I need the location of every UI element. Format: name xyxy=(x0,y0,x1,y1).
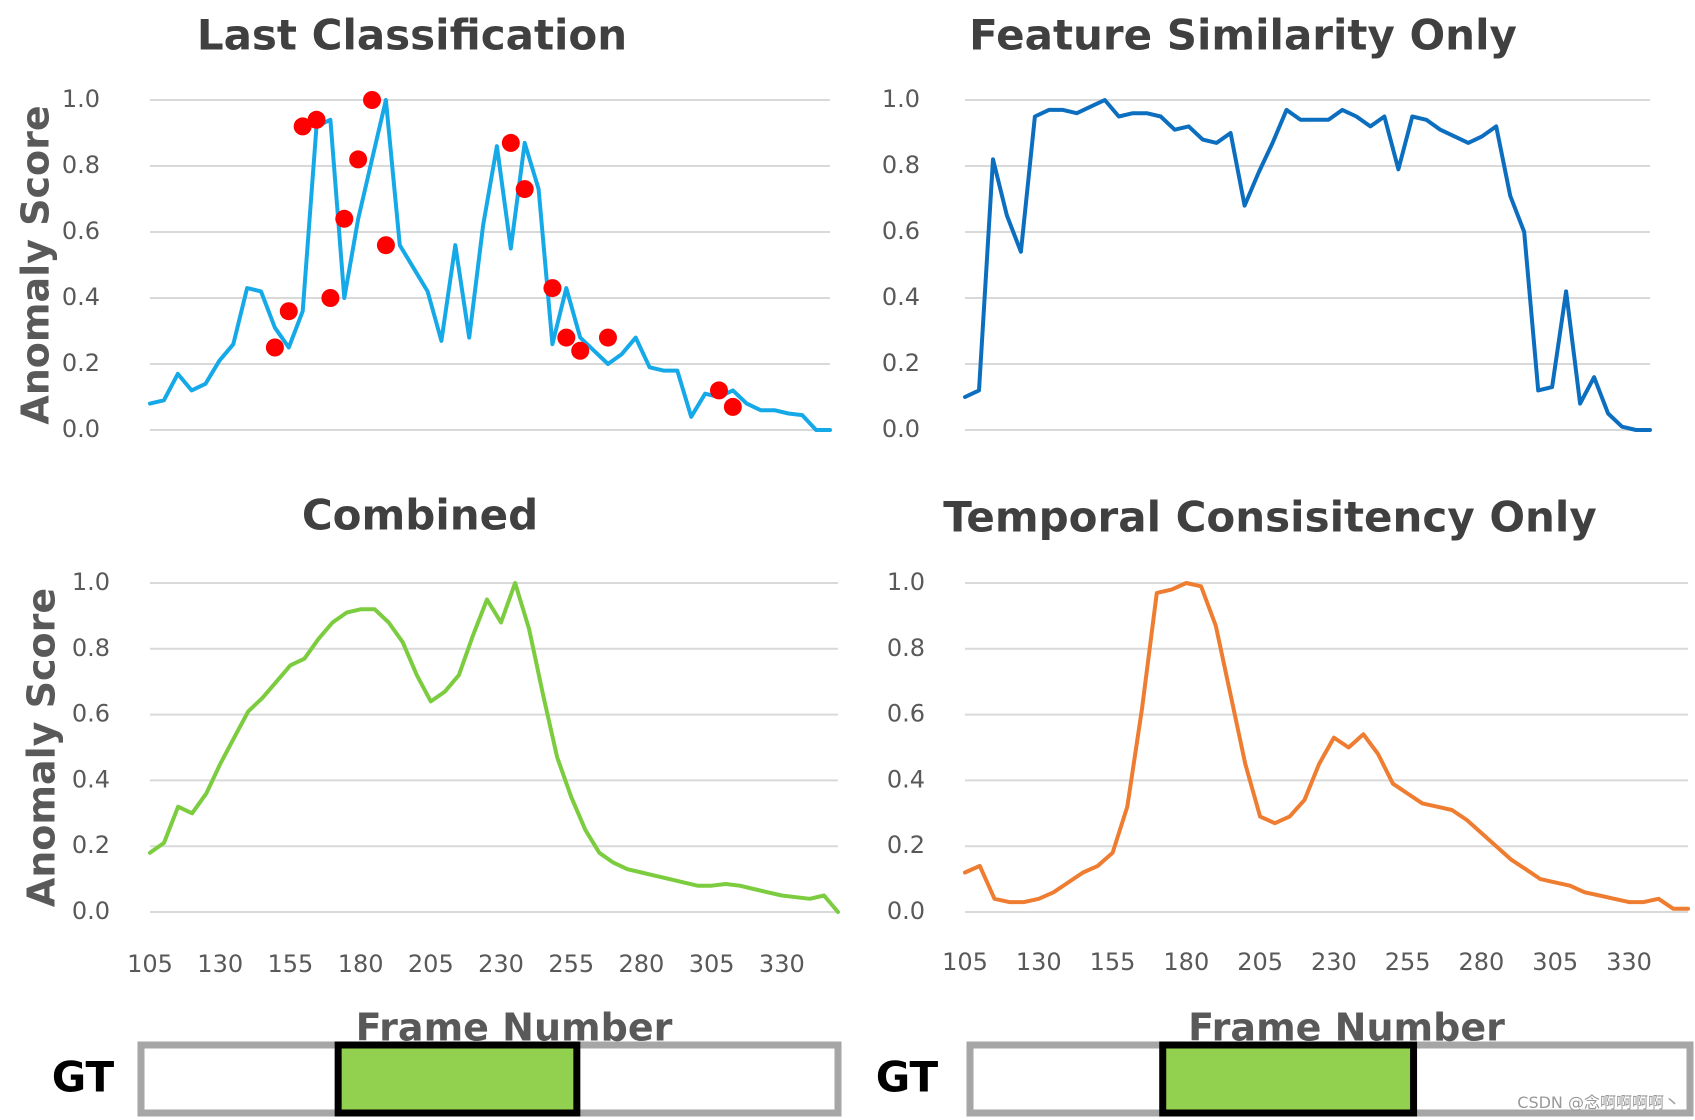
highlight-point xyxy=(515,180,534,199)
highlight-point xyxy=(335,209,354,228)
gt-anomaly-segment xyxy=(1159,1041,1418,1117)
series-line-last-classification xyxy=(148,98,832,432)
highlight-point xyxy=(307,110,326,129)
y-tick-label: 0.6 xyxy=(887,700,925,728)
x-tick-label: 105 xyxy=(127,950,173,978)
gt-anomaly-segment xyxy=(334,1041,581,1117)
y-tick-label: 0.2 xyxy=(887,831,925,859)
y-tick-label: 0.4 xyxy=(887,765,925,793)
x-tick-label: 330 xyxy=(759,950,805,978)
y-axis-label: Anomaly Score xyxy=(20,588,64,907)
x-tick-label: 305 xyxy=(689,950,735,978)
x-tick-label: 255 xyxy=(548,950,594,978)
x-tick-label: 280 xyxy=(1459,948,1505,976)
y-tick-label: 0.8 xyxy=(62,151,100,179)
highlight-point xyxy=(557,328,576,347)
x-tick-label: 230 xyxy=(1311,948,1357,976)
y-tick-label: 1.0 xyxy=(882,85,920,113)
y-tick-label: 1.0 xyxy=(62,85,100,113)
chart-title: Temporal Consisitency Only xyxy=(943,493,1596,542)
x-tick-label: 230 xyxy=(478,950,524,978)
gt-bar-left: GT xyxy=(52,1041,842,1117)
y-tick-label: 0.4 xyxy=(62,283,100,311)
chart-title: Feature Similarity Only xyxy=(969,11,1517,60)
highlight-point xyxy=(349,150,368,169)
y-tick-label: 0.0 xyxy=(882,415,920,443)
x-tick-label: 330 xyxy=(1606,948,1652,976)
chart-feature-similarity-only: Feature Similarity Only 0.0 0.2 0.4 0.6 0.8 1.… xyxy=(882,11,1652,443)
highlight-point xyxy=(709,381,728,400)
y-axis-label: Anomaly Score xyxy=(14,105,58,424)
highlight-point xyxy=(279,302,298,321)
y-tick-label: 0.0 xyxy=(62,415,100,443)
watermark: CSDN @念啊啊啊啊丶 xyxy=(1517,1093,1680,1112)
chart-temporal-consistency-only: Temporal Consisitency Only 0.0 0.2 0.4 0.6 0.… xyxy=(887,493,1690,1050)
x-tick-label: 155 xyxy=(1090,948,1136,976)
highlight-point xyxy=(571,341,590,360)
chart-combined: Combined 0.0 0.2 0.4 0.6 0.8 1.0 105 130 155 180 20… xyxy=(20,491,840,1050)
y-tick-label: 0.2 xyxy=(882,349,920,377)
y-tick-label: 0.8 xyxy=(72,634,110,662)
series-line-combined xyxy=(148,581,840,914)
y-tick-label: 0.0 xyxy=(72,897,110,925)
y-tick-label: 0.8 xyxy=(887,634,925,662)
x-tick-label: 130 xyxy=(1016,948,1062,976)
x-tick-label: 205 xyxy=(1237,948,1283,976)
y-tick-label: 1.0 xyxy=(887,568,925,596)
y-tick-label: 0.6 xyxy=(62,217,100,245)
y-tick-label: 0.0 xyxy=(887,897,925,925)
y-tick-label: 0.4 xyxy=(72,765,110,793)
x-tick-label: 130 xyxy=(197,950,243,978)
highlight-point xyxy=(265,338,284,357)
highlight-point xyxy=(321,289,340,307)
gt-label: GT xyxy=(876,1053,939,1102)
series-line-temporal-consisitency-only xyxy=(963,581,1690,911)
series-line-feature-similarity-only xyxy=(963,98,1652,432)
y-tick-label: 1.0 xyxy=(72,568,110,596)
highlight-point xyxy=(598,328,617,347)
y-tick-label: 0.6 xyxy=(72,700,110,728)
gt-label: GT xyxy=(52,1053,115,1102)
chart-title: Last Classification xyxy=(197,11,627,60)
x-tick-label: 305 xyxy=(1532,948,1578,976)
x-tick-label: 105 xyxy=(942,948,988,976)
y-tick-label: 0.8 xyxy=(882,151,920,179)
x-tick-label: 180 xyxy=(338,950,384,978)
y-tick-label: 0.2 xyxy=(62,349,100,377)
highlight-point xyxy=(376,236,395,255)
y-tick-label: 0.4 xyxy=(882,283,920,311)
x-tick-label: 255 xyxy=(1385,948,1431,976)
x-tick-label: 205 xyxy=(408,950,454,978)
highlight-point xyxy=(543,279,562,298)
x-tick-label: 155 xyxy=(268,950,314,978)
highlight-point xyxy=(723,397,742,416)
highlight-point xyxy=(293,117,312,136)
chart-last-classification: Last Classification 0.0 0.2 0.4 0.6 0.8 1.0Ano… xyxy=(14,11,832,443)
y-tick-label: 0.6 xyxy=(882,217,920,245)
highlight-point xyxy=(501,133,520,152)
chart-title: Combined xyxy=(302,491,538,540)
gt-bar-right: GT xyxy=(876,1041,1694,1117)
y-tick-label: 0.2 xyxy=(72,831,110,859)
highlight-point xyxy=(363,91,382,109)
x-tick-label: 280 xyxy=(619,950,665,978)
x-tick-label: 180 xyxy=(1163,948,1209,976)
